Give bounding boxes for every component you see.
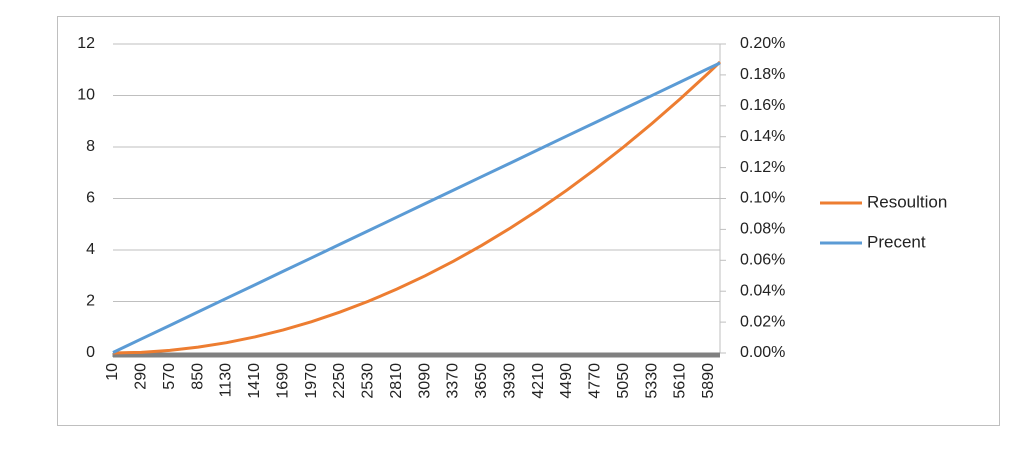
x-tick-label: 4770 bbox=[587, 363, 604, 399]
y-tick-label: 8 bbox=[86, 138, 95, 155]
y-tick-label: 12 bbox=[77, 35, 95, 52]
y2-tick-label: 0.16% bbox=[740, 97, 785, 114]
x-tick-label: 1970 bbox=[303, 363, 320, 399]
x-tick-label: 3650 bbox=[473, 363, 490, 399]
x-tick-label: 10 bbox=[104, 363, 121, 381]
y-tick-label: 0 bbox=[86, 344, 95, 361]
x-tick-label: 5890 bbox=[700, 363, 717, 399]
x-tick-label: 3370 bbox=[445, 363, 462, 399]
x-tick-label: 5610 bbox=[672, 363, 689, 399]
x-tick-label: 2530 bbox=[360, 363, 377, 399]
y2-tick-label: 0.08% bbox=[740, 221, 785, 238]
x-tick-label: 850 bbox=[189, 363, 206, 390]
series-line bbox=[112, 60, 722, 355]
x-tick-label: 1410 bbox=[246, 363, 263, 399]
series-line bbox=[112, 61, 721, 354]
x-tick-label: 4210 bbox=[530, 363, 547, 399]
x-tick-label: 3930 bbox=[501, 363, 518, 399]
legend-label: Precent bbox=[867, 232, 926, 251]
y2-tick-label: 0.02% bbox=[740, 313, 785, 330]
y2-tick-label: 0.12% bbox=[740, 159, 785, 176]
legend-label: Resoultion bbox=[867, 192, 947, 211]
x-tick-label: 1690 bbox=[274, 363, 291, 399]
x-tick-label: 2810 bbox=[388, 363, 405, 399]
x-tick-label: 290 bbox=[133, 363, 150, 390]
y2-tick-label: 0.14% bbox=[740, 128, 785, 145]
y-tick-label: 4 bbox=[86, 241, 95, 258]
x-tick-label: 4490 bbox=[558, 363, 575, 399]
x-tick-label: 5050 bbox=[615, 363, 632, 399]
y-tick-label: 10 bbox=[77, 87, 95, 104]
y2-tick-label: 0.10% bbox=[740, 190, 785, 207]
x-tick-label: 570 bbox=[161, 363, 178, 390]
y2-tick-label: 0.04% bbox=[740, 282, 785, 299]
y2-tick-label: 0.06% bbox=[740, 252, 785, 269]
x-tick-label: 3090 bbox=[416, 363, 433, 399]
x-tick-label: 1130 bbox=[218, 363, 235, 398]
y-tick-label: 2 bbox=[86, 293, 95, 310]
x-tick-label: 2250 bbox=[331, 363, 348, 399]
y2-tick-label: 0.18% bbox=[740, 66, 785, 83]
y2-tick-label: 0.00% bbox=[740, 344, 785, 361]
y2-tick-label: 0.20% bbox=[740, 35, 785, 52]
y-tick-label: 6 bbox=[86, 190, 95, 207]
x-tick-label: 5330 bbox=[643, 363, 660, 399]
